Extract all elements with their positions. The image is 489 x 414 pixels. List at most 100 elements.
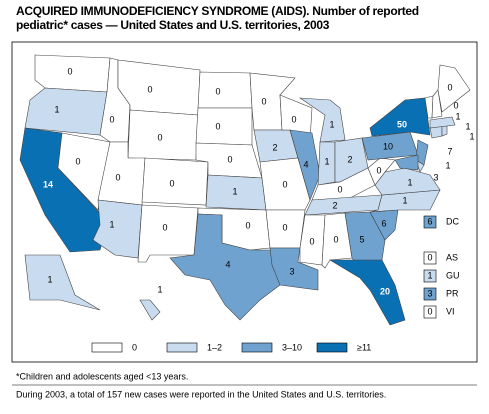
region-value: 0 xyxy=(115,172,120,182)
region-value: 0 xyxy=(162,222,167,232)
region-value: 2 xyxy=(272,142,277,152)
territory-box xyxy=(423,287,437,301)
region xyxy=(195,107,253,146)
region xyxy=(137,204,199,263)
territory-label: AS xyxy=(446,252,458,262)
region-value: 2 xyxy=(332,200,337,210)
region xyxy=(127,109,199,161)
region-value: 1 xyxy=(402,195,407,205)
legend-swatch xyxy=(241,342,273,353)
region xyxy=(441,125,448,137)
region xyxy=(57,132,111,211)
territory-box xyxy=(423,215,437,229)
region xyxy=(431,89,443,119)
region-value: 1 xyxy=(469,131,474,141)
region-value: 4 xyxy=(225,259,230,269)
region xyxy=(169,213,281,321)
legend-swatch xyxy=(316,342,348,353)
footnote: *Children and adolescents aged <13 years… xyxy=(16,371,188,381)
region-value: 0 xyxy=(215,86,220,96)
territory-value: 6 xyxy=(427,216,432,226)
territory-label: DC xyxy=(446,216,459,226)
territory-box xyxy=(423,251,437,265)
territory-box xyxy=(423,305,437,319)
region-value: 0 xyxy=(282,222,287,232)
region-value: 4 xyxy=(303,159,308,169)
region-value: 0 xyxy=(67,66,72,76)
legend-label: 0 xyxy=(132,342,137,352)
territory-label: VI xyxy=(446,306,455,316)
region-value: 3 xyxy=(433,172,438,182)
region-value: 2 xyxy=(347,154,352,164)
region xyxy=(139,299,161,321)
region-value: 1 xyxy=(455,111,460,121)
territory-label: PR xyxy=(446,288,459,298)
region-value: 0 xyxy=(376,165,381,175)
region xyxy=(299,214,326,266)
region xyxy=(369,97,431,137)
region-value: 0 xyxy=(245,220,250,230)
region xyxy=(24,87,108,136)
region-value: 0 xyxy=(109,114,114,124)
region-value: 0 xyxy=(453,100,458,110)
legend-swatch xyxy=(91,342,123,353)
region-value: 3 xyxy=(289,266,294,276)
region-value: 14 xyxy=(43,179,53,189)
territory-box xyxy=(423,269,437,283)
note: During 2003, a total of 157 new cases we… xyxy=(16,389,386,399)
region xyxy=(197,71,253,109)
legend-swatch xyxy=(166,342,198,353)
region-value: 50 xyxy=(397,119,407,129)
region-value: 1 xyxy=(54,104,59,114)
region-value: 0 xyxy=(309,236,314,246)
region-value: 1 xyxy=(324,156,329,166)
region-value: 6 xyxy=(381,218,386,228)
region-value: 7 xyxy=(447,146,452,156)
region xyxy=(437,64,471,113)
region-value: 10 xyxy=(383,141,393,151)
region-value: 1 xyxy=(47,274,52,284)
territory-label: GU xyxy=(446,270,460,280)
region-value: 0 xyxy=(227,154,232,164)
region-value: 1 xyxy=(465,121,470,131)
region-value: 1 xyxy=(407,177,412,187)
title: ACQUIRED IMMUNODEFICIENCY SYNDROME (AIDS… xyxy=(16,4,419,32)
region xyxy=(117,59,201,116)
region xyxy=(24,254,101,311)
region-value: 0 xyxy=(157,132,162,142)
region-value: 0 xyxy=(447,82,452,92)
legend-label: ≥11 xyxy=(357,342,371,352)
frame xyxy=(11,41,478,363)
region xyxy=(328,259,406,326)
legend-label: 1–2 xyxy=(207,342,222,352)
legend-label: 3–10 xyxy=(282,342,302,352)
region xyxy=(367,157,396,186)
territory-value: 0 xyxy=(427,252,432,262)
region-value: 0 xyxy=(261,96,266,106)
region xyxy=(269,247,319,291)
region xyxy=(141,157,209,206)
region-value: 5 xyxy=(359,234,364,244)
territory-value: 3 xyxy=(427,288,432,298)
region-value: 0 xyxy=(169,178,174,188)
territory-value: 1 xyxy=(427,270,432,280)
region-value: 0 xyxy=(282,179,287,189)
region-value: 0 xyxy=(337,184,342,194)
region xyxy=(429,116,456,129)
region-value: 1 xyxy=(157,284,162,294)
region-value: 0 xyxy=(291,114,296,124)
region xyxy=(289,129,321,201)
region-value: 0 xyxy=(333,234,338,244)
region-value: 0 xyxy=(75,156,80,166)
region-value: 0 xyxy=(147,84,152,94)
region-value: 0 xyxy=(215,121,220,131)
region-value: 20 xyxy=(380,286,390,296)
region xyxy=(298,97,346,143)
territory-value: 0 xyxy=(427,306,432,316)
region-value: 1 xyxy=(232,186,237,196)
region-value: 1 xyxy=(329,119,334,129)
region xyxy=(394,154,419,171)
region-value: 1 xyxy=(109,219,114,229)
